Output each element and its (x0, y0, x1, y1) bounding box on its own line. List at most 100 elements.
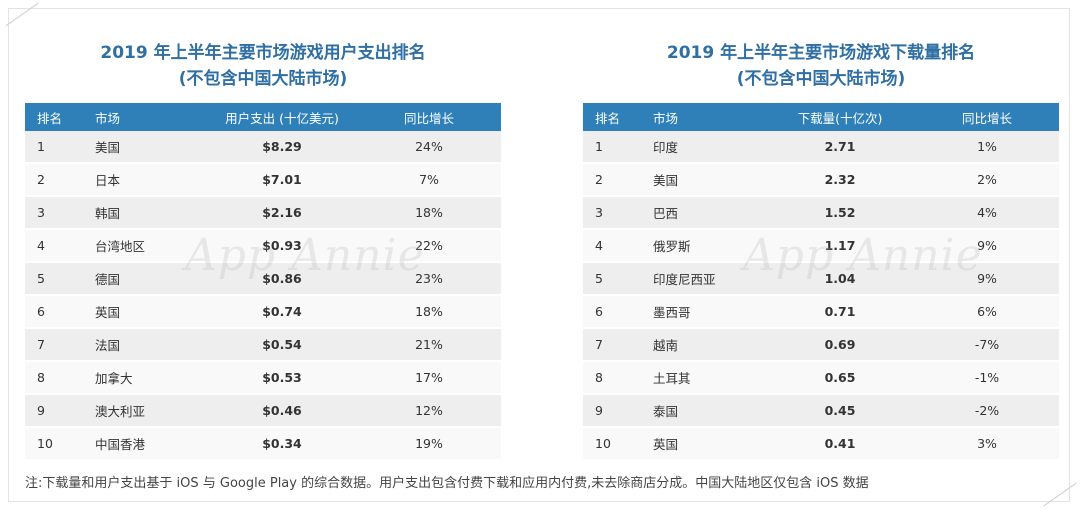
spending-ranking-table: 排名 市场 用户支出 (十亿美元) 同比增长 1 美国 $8.29 24% 2 日本 $7.… (25, 103, 501, 461)
growth-cell: 22% (357, 229, 501, 263)
growth-cell: 12% (357, 394, 501, 428)
value-cell: 0.71 (765, 295, 915, 329)
growth-cell: 2% (915, 163, 1059, 197)
growth-cell: 7% (357, 163, 501, 197)
value-cell: $2.16 (207, 196, 357, 230)
downloads-title-line2: (不包含中国大陆市场) (736, 69, 906, 89)
table-row: 9 泰国 0.45 -2% (583, 394, 1059, 428)
table-row: 8 土耳其 0.65 -1% (583, 361, 1059, 395)
column-header-downloads: 下载量(十亿次) (797, 110, 883, 126)
column-header-market: 市场 (653, 110, 679, 126)
market-cell: 土耳其 (645, 361, 765, 395)
value-cell: 2.32 (765, 163, 915, 197)
value-cell: $0.54 (207, 328, 357, 362)
column-header-market: 市场 (95, 110, 121, 126)
market-cell: 美国 (87, 131, 207, 164)
market-cell: 英国 (87, 295, 207, 329)
table-row: 7 法国 $0.54 21% (25, 328, 501, 362)
market-cell: 澳大利亚 (87, 394, 207, 428)
market-cell: 美国 (645, 163, 765, 197)
value-cell: 1.52 (765, 196, 915, 230)
growth-cell: 1% (915, 131, 1059, 164)
rank-cell: 5 (583, 262, 645, 296)
value-cell: $0.46 (207, 394, 357, 428)
table-row: 2 日本 $7.01 7% (25, 163, 501, 197)
value-cell: 0.41 (765, 427, 915, 461)
rank-cell: 3 (583, 196, 645, 230)
growth-cell: 24% (357, 131, 501, 164)
market-cell: 英国 (645, 427, 765, 461)
rank-cell: 4 (25, 229, 87, 263)
rank-cell: 1 (25, 131, 87, 164)
growth-cell: 18% (357, 196, 501, 230)
market-cell: 巴西 (645, 196, 765, 230)
column-header-yoy-growth: 同比增长 (961, 110, 1012, 126)
rank-cell: 2 (25, 163, 87, 197)
downloads-ranking-table: 排名 市场 下载量(十亿次) 同比增长 1 印度 2.71 1% 2 美国 2.32 2% 3 巴… (583, 103, 1059, 461)
growth-cell: -7% (915, 328, 1059, 362)
market-cell: 加拿大 (87, 361, 207, 395)
rank-cell: 6 (25, 295, 87, 329)
growth-cell: 4% (915, 196, 1059, 230)
value-cell: $0.86 (207, 262, 357, 296)
spending-ranking-title: 2019 年上半年主要市场游戏用户支出排名 (不包含中国大陆市场) (25, 40, 501, 96)
spending-title-line1: 2019 年上半年主要市场游戏用户支出排名 (100, 43, 426, 63)
rank-cell: 7 (25, 328, 87, 362)
table-row: 9 澳大利亚 $0.46 12% (25, 394, 501, 428)
market-cell: 中国香港 (87, 427, 207, 461)
market-cell: 越南 (645, 328, 765, 362)
market-cell: 法国 (87, 328, 207, 362)
table-row: 3 巴西 1.52 4% (583, 196, 1059, 230)
value-cell: $0.74 (207, 295, 357, 329)
market-cell: 印度 (645, 131, 765, 164)
table-row: 6 墨西哥 0.71 6% (583, 295, 1059, 329)
rank-cell: 1 (583, 131, 645, 164)
value-cell: 0.65 (765, 361, 915, 395)
growth-cell: -2% (915, 394, 1059, 428)
market-cell: 日本 (87, 163, 207, 197)
rank-cell: 10 (583, 427, 645, 461)
spending-title-line2: (不包含中国大陆市场) (178, 69, 348, 89)
growth-cell: 3% (915, 427, 1059, 461)
figure-frame (8, 8, 1070, 502)
market-cell: 韩国 (87, 196, 207, 230)
growth-cell: -1% (915, 361, 1059, 395)
rank-cell: 4 (583, 229, 645, 263)
growth-cell: 6% (915, 295, 1059, 329)
rank-cell: 9 (583, 394, 645, 428)
growth-cell: 17% (357, 361, 501, 395)
value-cell: 0.45 (765, 394, 915, 428)
growth-cell: 9% (915, 262, 1059, 296)
footnote: 注:下载量和用户支出基于 iOS 与 Google Play 的综合数据。用户支… (25, 476, 869, 491)
rank-cell: 7 (583, 328, 645, 362)
rank-cell: 8 (25, 361, 87, 395)
downloads-ranking-panel: 2019 年上半年主要市场游戏下载量排名 (不包含中国大陆市场) 排名 市场 下… (583, 40, 1059, 461)
value-cell: 2.71 (765, 131, 915, 164)
value-cell: $0.53 (207, 361, 357, 395)
rank-cell: 10 (25, 427, 87, 461)
table-header-row: 排名 市场 用户支出 (十亿美元) 同比增长 (25, 103, 501, 131)
market-cell: 德国 (87, 262, 207, 296)
value-cell: $8.29 (207, 131, 357, 164)
column-header-rank: 排名 (595, 110, 621, 126)
downloads-title-line1: 2019 年上半年主要市场游戏下载量排名 (666, 43, 976, 63)
market-cell: 泰国 (645, 394, 765, 428)
rank-cell: 2 (583, 163, 645, 197)
market-cell: 俄罗斯 (645, 229, 765, 263)
column-header-yoy-growth: 同比增长 (403, 110, 454, 126)
growth-cell: 19% (357, 427, 501, 461)
spending-ranking-panel: 2019 年上半年主要市场游戏用户支出排名 (不包含中国大陆市场) 排名 市场 … (25, 40, 501, 461)
growth-cell: 23% (357, 262, 501, 296)
table-row: 1 印度 2.71 1% (583, 131, 1059, 164)
table-row: 5 德国 $0.86 23% (25, 262, 501, 296)
table-row: 10 中国香港 $0.34 19% (25, 427, 501, 461)
value-cell: $0.93 (207, 229, 357, 263)
table-row: 2 美国 2.32 2% (583, 163, 1059, 197)
growth-cell: 18% (357, 295, 501, 329)
rank-cell: 6 (583, 295, 645, 329)
table-row: 7 越南 0.69 -7% (583, 328, 1059, 362)
table-row: 4 俄罗斯 1.17 9% (583, 229, 1059, 263)
column-header-rank: 排名 (37, 110, 63, 126)
rank-cell: 5 (25, 262, 87, 296)
value-cell: $0.34 (207, 427, 357, 461)
